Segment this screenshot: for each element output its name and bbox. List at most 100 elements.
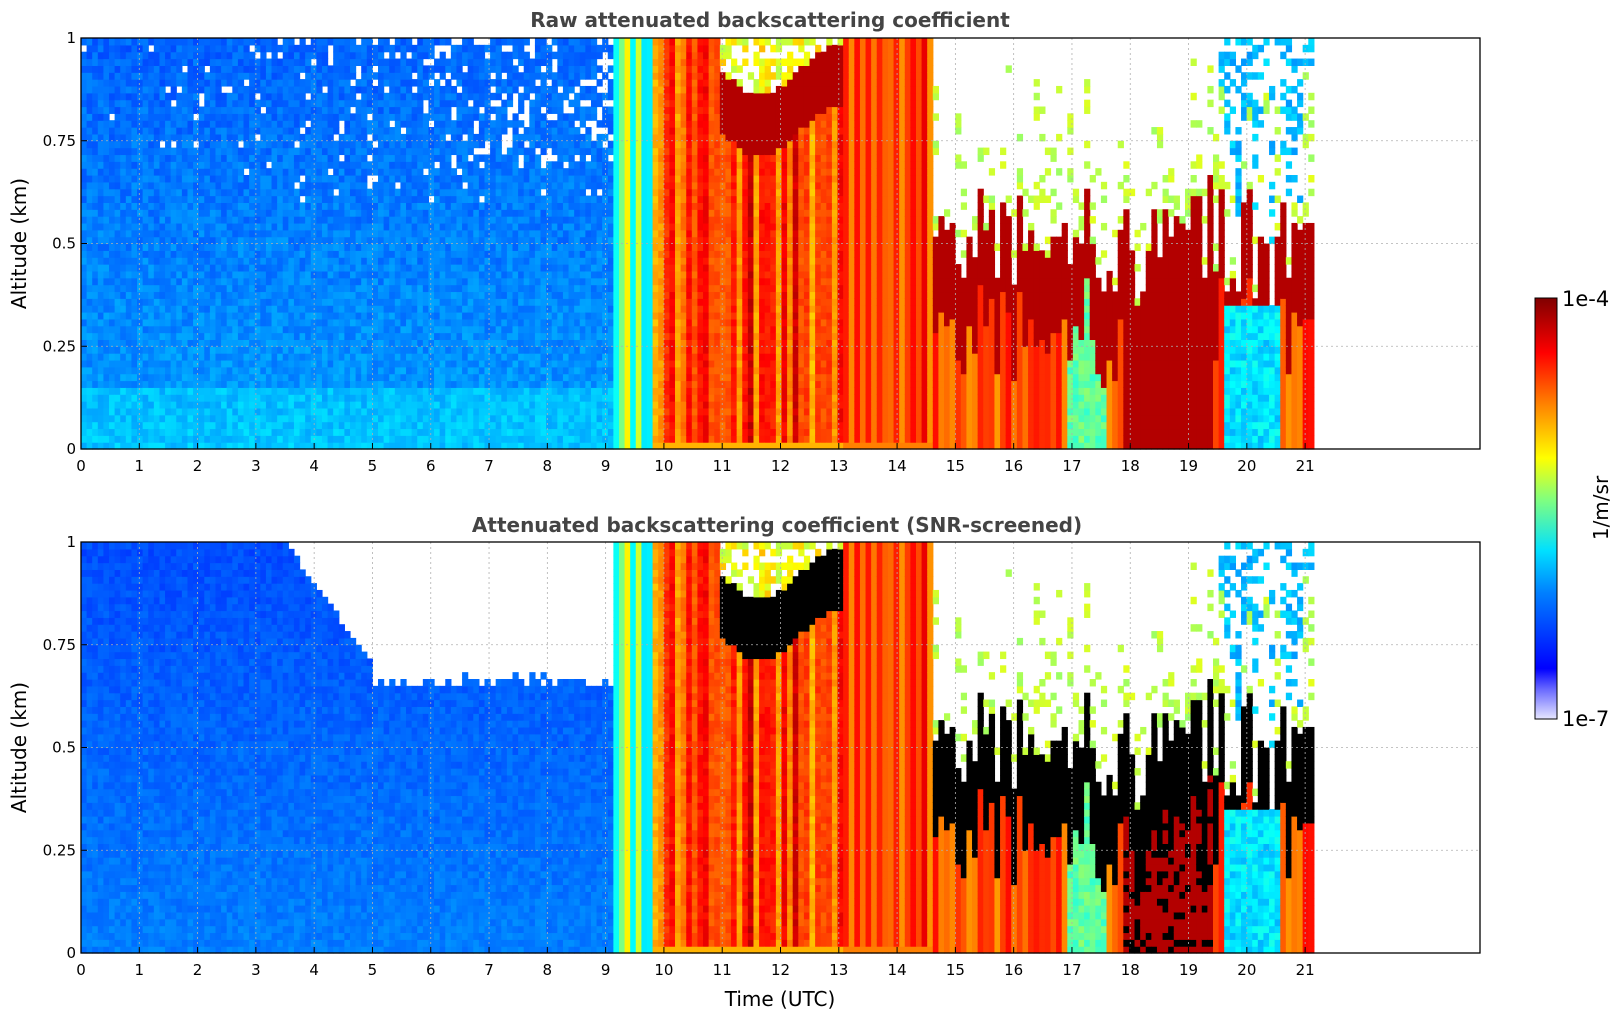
heatmap-cell	[86, 72, 93, 80]
heatmap-cell	[473, 339, 480, 347]
heatmap-cell	[204, 147, 211, 156]
heatmap-cell	[142, 65, 149, 73]
heatmap-cell	[237, 216, 245, 224]
heatmap-cell	[383, 216, 390, 224]
heatmap-cell	[473, 401, 480, 409]
heatmap-cell	[260, 216, 267, 224]
heatmap-cell	[478, 366, 486, 375]
heatmap-cell	[237, 428, 245, 436]
heatmap-cell	[310, 92, 317, 101]
heatmap-cell	[265, 305, 273, 313]
heatmap-cell	[490, 291, 497, 299]
heatmap-cell	[86, 99, 93, 108]
heatmap-cell	[265, 222, 273, 231]
heatmap-cell	[176, 339, 183, 347]
heatmap-cell	[445, 346, 452, 354]
heatmap-cell	[293, 359, 301, 368]
heatmap-cell	[473, 380, 480, 388]
heatmap-cell	[103, 250, 110, 258]
heatmap-cell	[361, 366, 368, 375]
heatmap-cell	[518, 291, 525, 299]
heatmap-cell	[193, 257, 200, 265]
heatmap-cell	[495, 58, 502, 66]
heatmap-cell	[226, 51, 233, 60]
heatmap-cell	[557, 257, 564, 265]
heatmap-cell	[293, 264, 301, 272]
heatmap-cell	[394, 133, 402, 142]
heatmap-cell	[501, 291, 508, 299]
heatmap-cell	[260, 113, 267, 121]
heatmap-cell	[495, 216, 502, 224]
heatmap-cell	[316, 209, 323, 217]
heatmap-cell	[400, 99, 407, 108]
heatmap-cell	[417, 209, 424, 217]
heatmap-cell	[209, 216, 217, 224]
heatmap-cell	[467, 332, 474, 340]
heatmap-cell	[221, 325, 228, 334]
heatmap-cell	[277, 359, 284, 368]
heatmap-cell	[288, 202, 295, 210]
heatmap-cell	[422, 305, 430, 313]
heatmap-cell	[400, 339, 407, 347]
heatmap-cell	[243, 442, 250, 450]
heatmap-cell	[534, 154, 542, 162]
heatmap-cell	[467, 380, 474, 388]
heatmap-cell	[249, 133, 256, 142]
heatmap-cell	[114, 270, 121, 279]
heatmap-cell	[529, 428, 536, 436]
heatmap-cell	[321, 421, 329, 430]
heatmap-cell	[125, 133, 133, 142]
heatmap-cell	[450, 85, 458, 94]
heatmap-cell	[125, 44, 133, 53]
heatmap-cell	[209, 92, 217, 101]
heatmap-cell	[170, 298, 177, 306]
heatmap-cell	[344, 332, 351, 340]
heatmap-cell	[546, 216, 553, 224]
heatmap-cell	[417, 407, 424, 416]
heatmap-cell	[137, 127, 144, 135]
heatmap-cell	[383, 236, 390, 245]
heatmap-cell	[193, 442, 200, 450]
heatmap-cell	[137, 65, 144, 73]
heatmap-cell	[321, 168, 329, 176]
heatmap-cell	[333, 120, 340, 128]
heatmap-cell	[490, 277, 497, 286]
heatmap-cell	[473, 106, 480, 114]
heatmap-cell	[411, 428, 418, 436]
heatmap-cell	[165, 44, 172, 53]
heatmap-cell	[103, 387, 110, 395]
heatmap-cell	[490, 339, 497, 347]
heatmap-cell	[81, 99, 88, 108]
heatmap-cell	[288, 175, 295, 183]
heatmap-cell	[551, 270, 558, 279]
heatmap-cell	[473, 428, 480, 436]
heatmap-cell	[243, 154, 250, 162]
heatmap-cell	[215, 38, 222, 46]
heatmap-cell	[92, 387, 99, 395]
heatmap-cell	[557, 133, 564, 142]
heatmap-cell	[131, 106, 138, 114]
heatmap-cell	[305, 127, 312, 135]
heatmap-cell	[394, 154, 402, 162]
heatmap-cell	[540, 222, 547, 231]
heatmap-cell	[411, 442, 418, 450]
heatmap-cell	[456, 373, 463, 382]
heatmap-cell	[193, 270, 200, 279]
heatmap-cell	[316, 188, 323, 197]
heatmap-cell	[400, 387, 407, 395]
heatmap-cell	[540, 346, 547, 354]
heatmap-cell	[417, 243, 424, 251]
heatmap-cell	[411, 140, 418, 149]
heatmap-cell	[417, 216, 424, 224]
heatmap-cell	[439, 38, 446, 46]
heatmap-cell	[484, 346, 491, 354]
heatmap-cell	[344, 209, 351, 217]
heatmap-cell	[400, 442, 407, 450]
heatmap-cell	[204, 346, 211, 354]
heatmap-cell	[198, 222, 205, 231]
heatmap-cell	[120, 147, 127, 156]
heatmap-cell	[159, 243, 166, 251]
heatmap-cell	[529, 250, 536, 258]
heatmap-cell	[243, 222, 250, 231]
heatmap-cell	[254, 58, 261, 66]
